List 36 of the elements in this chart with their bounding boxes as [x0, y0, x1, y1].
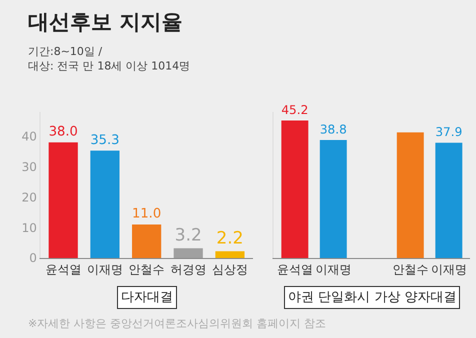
x-tick-label: 안철수 — [392, 262, 428, 276]
data-label: 11.0 — [132, 206, 162, 222]
x-tick-label: 이재명 — [430, 262, 467, 276]
data-label: 37.9 — [435, 125, 462, 140]
bar — [132, 224, 162, 258]
bar — [48, 142, 78, 258]
x-axis-title: 야권 단일화시 가상 양자대결 — [288, 290, 456, 305]
bar — [90, 150, 120, 258]
bar — [215, 251, 245, 258]
x-tick-label: 심상정 — [212, 262, 248, 276]
text: ※자세한 사항은 중앙선거여론조사심의위원회 홈페이지 참조 — [28, 317, 326, 330]
bar — [281, 120, 308, 258]
data-label: 3.2 — [174, 225, 202, 246]
y-tick-label: 40 — [22, 130, 37, 144]
bar — [174, 248, 203, 258]
y-tick-label: 30 — [22, 160, 37, 174]
chart-subtitle: 기간:8~10일 / 대상: 전국 만 18세 이상 1014명 — [28, 45, 190, 72]
x-tick-label: 윤석열 — [276, 262, 313, 276]
data-label: 38.8 — [320, 122, 347, 136]
bar — [435, 142, 462, 258]
data-label: 38.0 — [48, 124, 78, 140]
x-tick-label: 허경영 — [170, 262, 206, 276]
x-tick-label: 이재명 — [86, 262, 123, 276]
x-tick-label: 이재명 — [315, 262, 352, 276]
bar — [320, 140, 347, 258]
y-tick-label: 20 — [22, 190, 37, 204]
y-tick-label: 0 — [29, 251, 37, 266]
x-tick-label: 윤석열 — [45, 262, 82, 276]
y-tick-label: 10 — [22, 220, 37, 235]
data-label: 35.3 — [90, 132, 120, 148]
data-label: 2.2 — [216, 228, 244, 248]
chart-title: 대선후보 지지율 — [28, 10, 182, 34]
x-tick-label: 안철수 — [128, 262, 165, 276]
x-axis-title: 다자대결 — [121, 290, 173, 305]
bar — [396, 132, 424, 258]
data-label: 45.2 — [281, 102, 308, 117]
